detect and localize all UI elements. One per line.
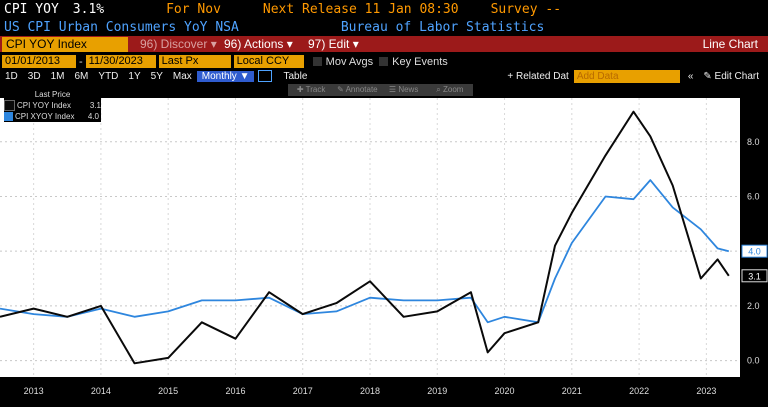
chart-view-icon[interactable] — [258, 70, 273, 82]
zoom-tool[interactable]: ⌕ Zoom — [436, 85, 464, 94]
series-line-cpi — [0, 110, 730, 365]
price-field[interactable]: Last Px — [158, 55, 231, 68]
period-1m[interactable]: 1M — [50, 70, 65, 82]
legend-label-cpix: CPI XYOY Index — [15, 112, 75, 121]
x-axis: 2013 2014 2015 2016 2017 2018 2019 2020 2021 2022… — [24, 386, 717, 396]
series-description: US CPI Urban Consumers YoY NSA — [4, 19, 239, 35]
track-tool[interactable]: ✚ Track — [296, 85, 326, 94]
security-field[interactable]: CPI YOY Index — [2, 36, 128, 52]
legend-item-cpi[interactable]: CPI YOY Index 3.1 — [4, 100, 101, 111]
period-3d[interactable]: 3D — [27, 70, 41, 82]
legend-value-cpi: 3.1 — [89, 101, 101, 110]
legend-value-cpix: 4.0 — [87, 112, 99, 121]
news-tool[interactable]: ☰ News — [388, 85, 419, 94]
source-label: Bureau of Labor Statistics — [340, 19, 545, 35]
x-tick-label: 2013 — [24, 386, 44, 396]
period-1d[interactable]: 1D — [5, 70, 18, 82]
add-data-input[interactable]: Add Data — [573, 69, 680, 83]
x-tick-label: 2017 — [293, 386, 313, 396]
related-data-button[interactable]: + Related Dat — [507, 70, 569, 82]
x-tick-label: 2016 — [225, 386, 245, 396]
key-events-label: Key Events — [392, 55, 448, 68]
frequency-select[interactable]: Monthly ▼ — [196, 70, 255, 82]
start-date-field[interactable]: 01/01/2013 — [2, 55, 76, 68]
table-button[interactable]: Table — [283, 70, 308, 82]
last-value-tag-label: 4.0 — [748, 247, 761, 257]
x-tick-label: 2018 — [360, 386, 380, 396]
end-date-field[interactable]: 11/30/2023 — [85, 55, 156, 68]
x-tick-label: 2014 — [91, 386, 111, 396]
annotate-tool[interactable]: ✎ Annotate — [337, 85, 378, 94]
period-6m[interactable]: 6M — [74, 70, 89, 82]
date-separator: - — [79, 55, 83, 68]
period-5y[interactable]: 5Y — [150, 70, 163, 82]
y-tick-label: 6.0 — [747, 191, 760, 201]
chart-type-label[interactable]: Line Chart — [702, 36, 758, 51]
period-row: 1D 3D 1M 6M YTD 1Y 5Y Max Monthly ▼ Tabl… — [0, 69, 768, 83]
survey-label: Survey -- — [490, 1, 562, 17]
y-tick-label: 8.0 — [747, 137, 760, 147]
legend-title: Last Price — [34, 90, 71, 99]
discover-menu[interactable]: 96) Discover ▾ — [140, 36, 217, 51]
y-tick-label: 0.0 — [747, 356, 760, 366]
legend-item-cpix[interactable]: CPI XYOY Index 4.0 — [4, 111, 101, 122]
legend-swatch-cpix — [4, 112, 13, 121]
annotation-toolbar: ✚ Track ✎ Annotate ☰ News ⌕ Zoom — [288, 84, 473, 96]
actions-menu[interactable]: 96) Actions ▾ — [224, 36, 293, 51]
key-events-checkbox[interactable] — [379, 57, 389, 66]
x-tick-label: 2019 — [427, 386, 447, 396]
mov-avgs-checkbox[interactable] — [312, 57, 322, 66]
legend-swatch-cpi — [4, 100, 15, 111]
controls-row: 01/01/2013 - 11/30/2023 Last Px Local CC… — [0, 54, 768, 69]
last-value-tag — [741, 269, 768, 283]
description-row: US CPI Urban Consumers YoY NSA Bureau of… — [0, 18, 768, 36]
last-value: 3.1% — [72, 1, 105, 17]
currency-field[interactable]: Local CCY — [233, 55, 304, 68]
period-max[interactable]: Max — [172, 70, 192, 82]
header-row: CPI YOY 3.1% For Nov Next Release 11 Jan… — [0, 0, 768, 18]
legend: Last Price CPI YOY Index 3.1 CPI XYOY In… — [4, 90, 101, 122]
y-tick-label: 2.0 — [747, 301, 760, 311]
toolbar: CPI YOY Index 96) Discover ▾ 96) Actions… — [0, 36, 768, 52]
legend-label-cpi: CPI YOY Index — [17, 101, 71, 110]
last-value-tag — [741, 244, 768, 258]
edit-chart-button[interactable]: ✎ Edit Chart — [703, 70, 759, 82]
mov-avgs-label: Mov Avgs — [325, 55, 374, 68]
series-lines — [0, 110, 730, 365]
x-tick-label: 2020 — [495, 386, 515, 396]
period-1y[interactable]: 1Y — [128, 70, 141, 82]
next-release: Next Release 11 Jan 08:30 — [262, 1, 459, 17]
edit-menu[interactable]: 97) Edit ▾ — [308, 36, 359, 51]
series-line-cpix — [0, 179, 730, 324]
grid-lines — [0, 98, 740, 377]
x-tick-label: 2015 — [158, 386, 178, 396]
y-axis: 0.02.04.06.08.03.14.0 — [741, 137, 768, 366]
collapse-icon[interactable]: « — [687, 70, 694, 82]
x-tick-label: 2023 — [696, 386, 716, 396]
x-tick-label: 2021 — [562, 386, 582, 396]
period-ytd[interactable]: YTD — [98, 70, 119, 82]
last-value-tag-label: 3.1 — [748, 271, 761, 281]
x-tick-label: 2022 — [629, 386, 649, 396]
line-chart: 0.02.04.06.08.03.14.0 201320142015201620… — [0, 98, 768, 396]
period-label: For Nov — [166, 1, 221, 17]
ticker-label: CPI YOY — [4, 1, 59, 17]
